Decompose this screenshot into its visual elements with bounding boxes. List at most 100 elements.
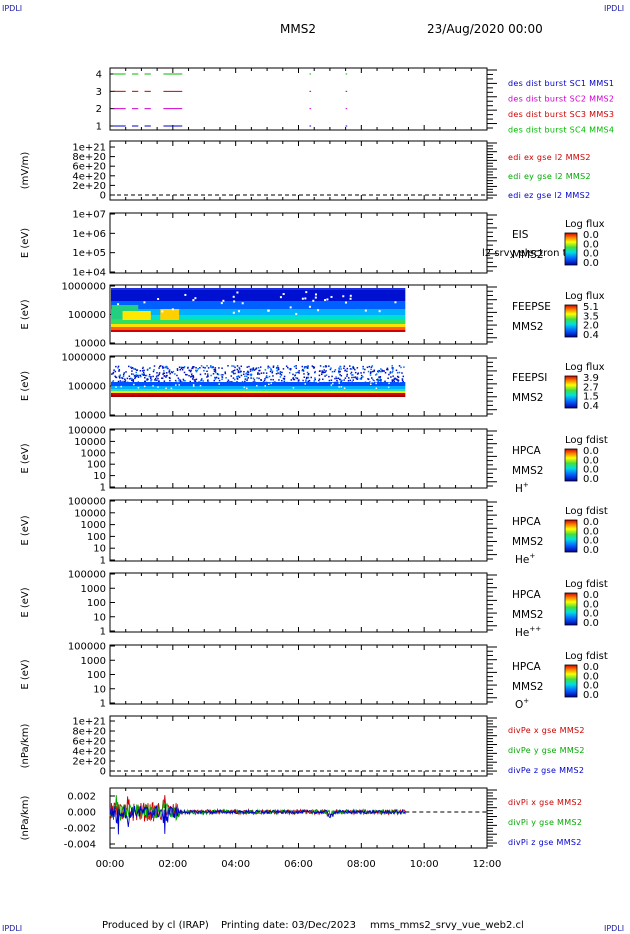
feepsi-speckle: [305, 376, 308, 379]
feepsi-speckle: [133, 375, 136, 377]
feepsi-speckle: [178, 384, 180, 386]
feepsi-speckle: [237, 371, 240, 374]
feepsi-speckle: [293, 365, 296, 368]
feepsi-speckle: [137, 374, 140, 377]
feepse-speckle: [232, 295, 235, 298]
feepsi-speckle: [148, 367, 151, 370]
feepsi-speckle: [362, 365, 364, 368]
feepsi-speckle: [198, 381, 200, 383]
feepsi-speckle: [228, 380, 230, 383]
feepsi-speckle: [337, 377, 340, 380]
feepsi-speckle: [397, 376, 400, 378]
feepsi-speckle: [117, 367, 119, 369]
corner-label-right: IPDLI: [604, 4, 625, 13]
feepsi-speckle: [131, 379, 133, 382]
feepsi-speckle: [314, 377, 316, 379]
burst-ytick-label: 3: [96, 87, 102, 98]
feepsi-speckle: [241, 380, 244, 383]
feepsi-speckle: [391, 367, 393, 369]
feepsi-speckle: [328, 375, 330, 378]
feepsi-speckle: [376, 379, 378, 381]
feepsi-speckle: [114, 370, 117, 373]
feepsi-speckle: [313, 380, 315, 382]
feepsi-speckle: [207, 367, 210, 369]
feepsi-speckle: [118, 370, 120, 372]
feepsi-speckle: [351, 376, 353, 379]
feepsi-speckle: [349, 368, 352, 370]
feepse-ylabel: E (eV): [20, 299, 31, 329]
feepsi-speckle: [276, 365, 279, 367]
feepsi-speckle: [402, 375, 405, 378]
feepse-speckle: [330, 295, 333, 298]
feepse-colorbar: [564, 304, 578, 338]
feepsi-speckle: [121, 377, 123, 379]
feepsi-speckle: [354, 368, 356, 371]
feepsi-speckle: [393, 380, 396, 383]
feepsi-speckle: [362, 368, 364, 370]
feepsi-speckle: [283, 375, 286, 378]
feepsi-speckle: [120, 385, 122, 388]
feepsi-speckle: [343, 365, 346, 367]
feepsi-speckle: [293, 378, 296, 381]
divpi-legend-item: divPi z gse MMS2: [508, 838, 582, 847]
feepsi-speckle: [349, 365, 351, 367]
feepsi-speckle: [396, 375, 399, 378]
feepse-speckle: [279, 296, 282, 299]
feepsi-speckle: [311, 365, 314, 367]
feepsi-speckle: [191, 375, 194, 377]
divpe-ytick-label: 6e+20: [72, 737, 106, 748]
feepsi-speckle: [298, 379, 300, 381]
feepsi-speckle: [222, 380, 225, 382]
feepsi-speckle: [379, 379, 381, 381]
feepsi-speckle: [131, 373, 133, 375]
feepsi-speckle: [232, 377, 235, 379]
feepsi-speckle: [254, 381, 256, 383]
burst-ytick-label: 1: [96, 122, 102, 133]
burst-legend-item: des dist burst SC1 MMS1: [508, 79, 614, 88]
feepsi-speckle: [153, 369, 155, 371]
hpca_h-colorbar-tick: 0.0: [583, 465, 599, 476]
feepsi-speckle: [392, 375, 394, 377]
feepsi-speckle: [377, 378, 379, 380]
feepse-speckle: [349, 294, 352, 297]
feepse-patch: [122, 311, 151, 320]
time-tick-label: 04:00: [221, 859, 250, 870]
feepsi-speckle: [203, 369, 205, 372]
feepsi-speckle: [157, 377, 159, 380]
feepsi-speckle: [152, 375, 154, 378]
divpe-legend-item: divPe x gse MMS2: [508, 726, 585, 735]
feepsi-speckle: [303, 367, 306, 369]
feepsi-speckle: [237, 375, 240, 377]
feepsi-speckle: [238, 366, 240, 369]
feepsi-speckle: [168, 369, 171, 371]
feepsi-speckle: [307, 380, 310, 383]
feepsi-speckle: [113, 369, 115, 371]
hpca_he-ytick-label: 1000: [81, 520, 106, 531]
feepse-band: [111, 324, 406, 327]
feepse-speckle: [282, 293, 285, 296]
divpe-legend-item: divPe y gse MMS2: [508, 746, 585, 755]
feepsi-speckle: [140, 375, 142, 378]
feepse-speckle: [184, 293, 187, 296]
feepsi-speckle: [325, 374, 328, 376]
hpca_hepp-ytick-label: 10: [93, 612, 106, 623]
feepsi-speckle: [207, 375, 209, 378]
feepsi-speckle: [177, 380, 180, 382]
feepsi-speckle: [356, 373, 359, 375]
feepsi-speckle: [181, 380, 183, 383]
divpi-ytick-label: 0.002: [67, 792, 96, 803]
feepsi-speckle: [112, 380, 115, 382]
divpe-ytick-label: 1e+21: [72, 717, 106, 728]
feepsi-speckle: [285, 365, 288, 367]
feepsi-speckle: [387, 386, 390, 389]
footer-printing-date: Printing date: 03/Dec/2023: [221, 920, 357, 931]
feepsi-speckle: [340, 375, 343, 377]
feepsi-speckle: [179, 379, 182, 381]
feepsi-speckle: [307, 373, 310, 376]
feepsi-speckle: [136, 374, 139, 377]
feepsi-speckle: [206, 376, 208, 378]
feepsi-speckle: [134, 376, 137, 379]
feepsi-speckle: [352, 367, 355, 369]
feepse-mission-label: MMS2: [512, 321, 543, 333]
feepsi-instrument-label: FEEPSI: [512, 372, 547, 384]
